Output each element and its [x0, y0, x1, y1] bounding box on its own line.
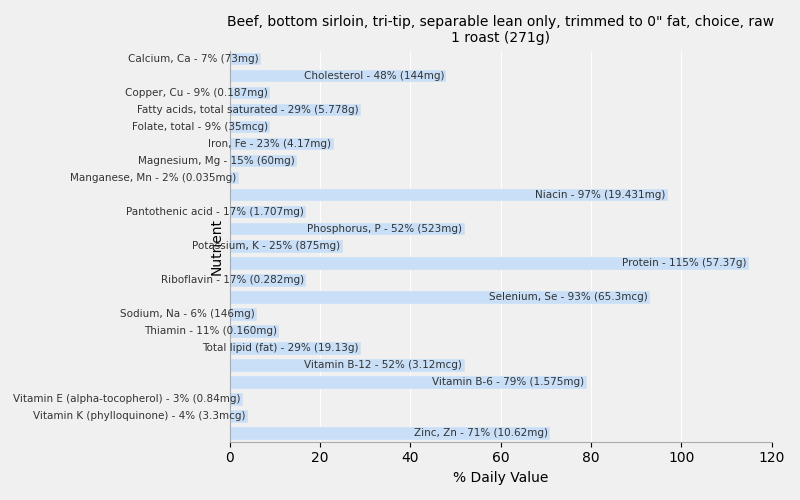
Text: Pantothenic acid - 17% (1.707mg): Pantothenic acid - 17% (1.707mg) [126, 207, 304, 217]
Text: Riboflavin - 17% (0.282mg): Riboflavin - 17% (0.282mg) [161, 275, 304, 285]
Text: Total lipid (fat) - 29% (19.13g): Total lipid (fat) - 29% (19.13g) [202, 343, 358, 353]
Text: Niacin - 97% (19.431mg): Niacin - 97% (19.431mg) [535, 190, 666, 200]
Text: Folate, total - 9% (35mcg): Folate, total - 9% (35mcg) [132, 122, 268, 132]
Text: Phosphorus, P - 52% (523mg): Phosphorus, P - 52% (523mg) [307, 224, 462, 234]
Bar [230, 325, 279, 338]
Text: Magnesium, Mg - 15% (60mg): Magnesium, Mg - 15% (60mg) [138, 156, 295, 166]
Text: Calcium, Ca - 7% (73mg): Calcium, Ca - 7% (73mg) [128, 54, 259, 64]
Text: Iron, Fe - 23% (4.17mg): Iron, Fe - 23% (4.17mg) [208, 139, 331, 149]
Bar [230, 427, 550, 440]
Text: Manganese, Mn - 2% (0.035mg): Manganese, Mn - 2% (0.035mg) [70, 173, 236, 183]
Bar [230, 376, 586, 388]
Text: Potassium, K - 25% (875mg): Potassium, K - 25% (875mg) [192, 241, 340, 251]
Text: Copper, Cu - 9% (0.187mg): Copper, Cu - 9% (0.187mg) [125, 88, 268, 98]
Bar [230, 206, 306, 218]
Bar [230, 410, 248, 422]
Bar [230, 274, 306, 286]
Bar [230, 393, 243, 406]
Title: Beef, bottom sirloin, tri-tip, separable lean only, trimmed to 0" fat, choice, r: Beef, bottom sirloin, tri-tip, separable… [227, 15, 774, 45]
Text: Zinc, Zn - 71% (10.62mg): Zinc, Zn - 71% (10.62mg) [414, 428, 548, 438]
Bar [230, 188, 668, 202]
Bar [230, 308, 257, 320]
Bar [230, 52, 262, 66]
Bar [230, 222, 465, 235]
Bar [230, 86, 270, 100]
Bar [230, 342, 361, 354]
Text: Vitamin B-12 - 52% (3.12mcg): Vitamin B-12 - 52% (3.12mcg) [305, 360, 462, 370]
Bar [230, 138, 334, 150]
Bar [230, 257, 750, 270]
Text: Selenium, Se - 93% (65.3mcg): Selenium, Se - 93% (65.3mcg) [489, 292, 647, 302]
Text: Protein - 115% (57.37g): Protein - 115% (57.37g) [622, 258, 747, 268]
Bar [230, 240, 342, 252]
Text: Thiamin - 11% (0.160mg): Thiamin - 11% (0.160mg) [144, 326, 277, 336]
Text: Sodium, Na - 6% (146mg): Sodium, Na - 6% (146mg) [120, 309, 254, 319]
Text: Cholesterol - 48% (144mg): Cholesterol - 48% (144mg) [304, 71, 444, 81]
Bar [230, 70, 446, 82]
Text: Vitamin K (phylloquinone) - 4% (3.3mcg): Vitamin K (phylloquinone) - 4% (3.3mcg) [33, 411, 246, 421]
Bar [230, 120, 270, 134]
Bar [230, 104, 361, 117]
Bar [230, 291, 650, 304]
Text: Fatty acids, total saturated - 29% (5.778g): Fatty acids, total saturated - 29% (5.77… [137, 105, 358, 115]
Text: Vitamin B-6 - 79% (1.575mg): Vitamin B-6 - 79% (1.575mg) [432, 377, 584, 387]
Bar [230, 154, 298, 168]
Bar [230, 359, 465, 372]
Text: Vitamin E (alpha-tocopherol) - 3% (0.84mg): Vitamin E (alpha-tocopherol) - 3% (0.84m… [14, 394, 241, 404]
Y-axis label: Nutrient: Nutrient [210, 218, 224, 274]
Bar [230, 172, 238, 184]
X-axis label: % Daily Value: % Daily Value [453, 471, 548, 485]
